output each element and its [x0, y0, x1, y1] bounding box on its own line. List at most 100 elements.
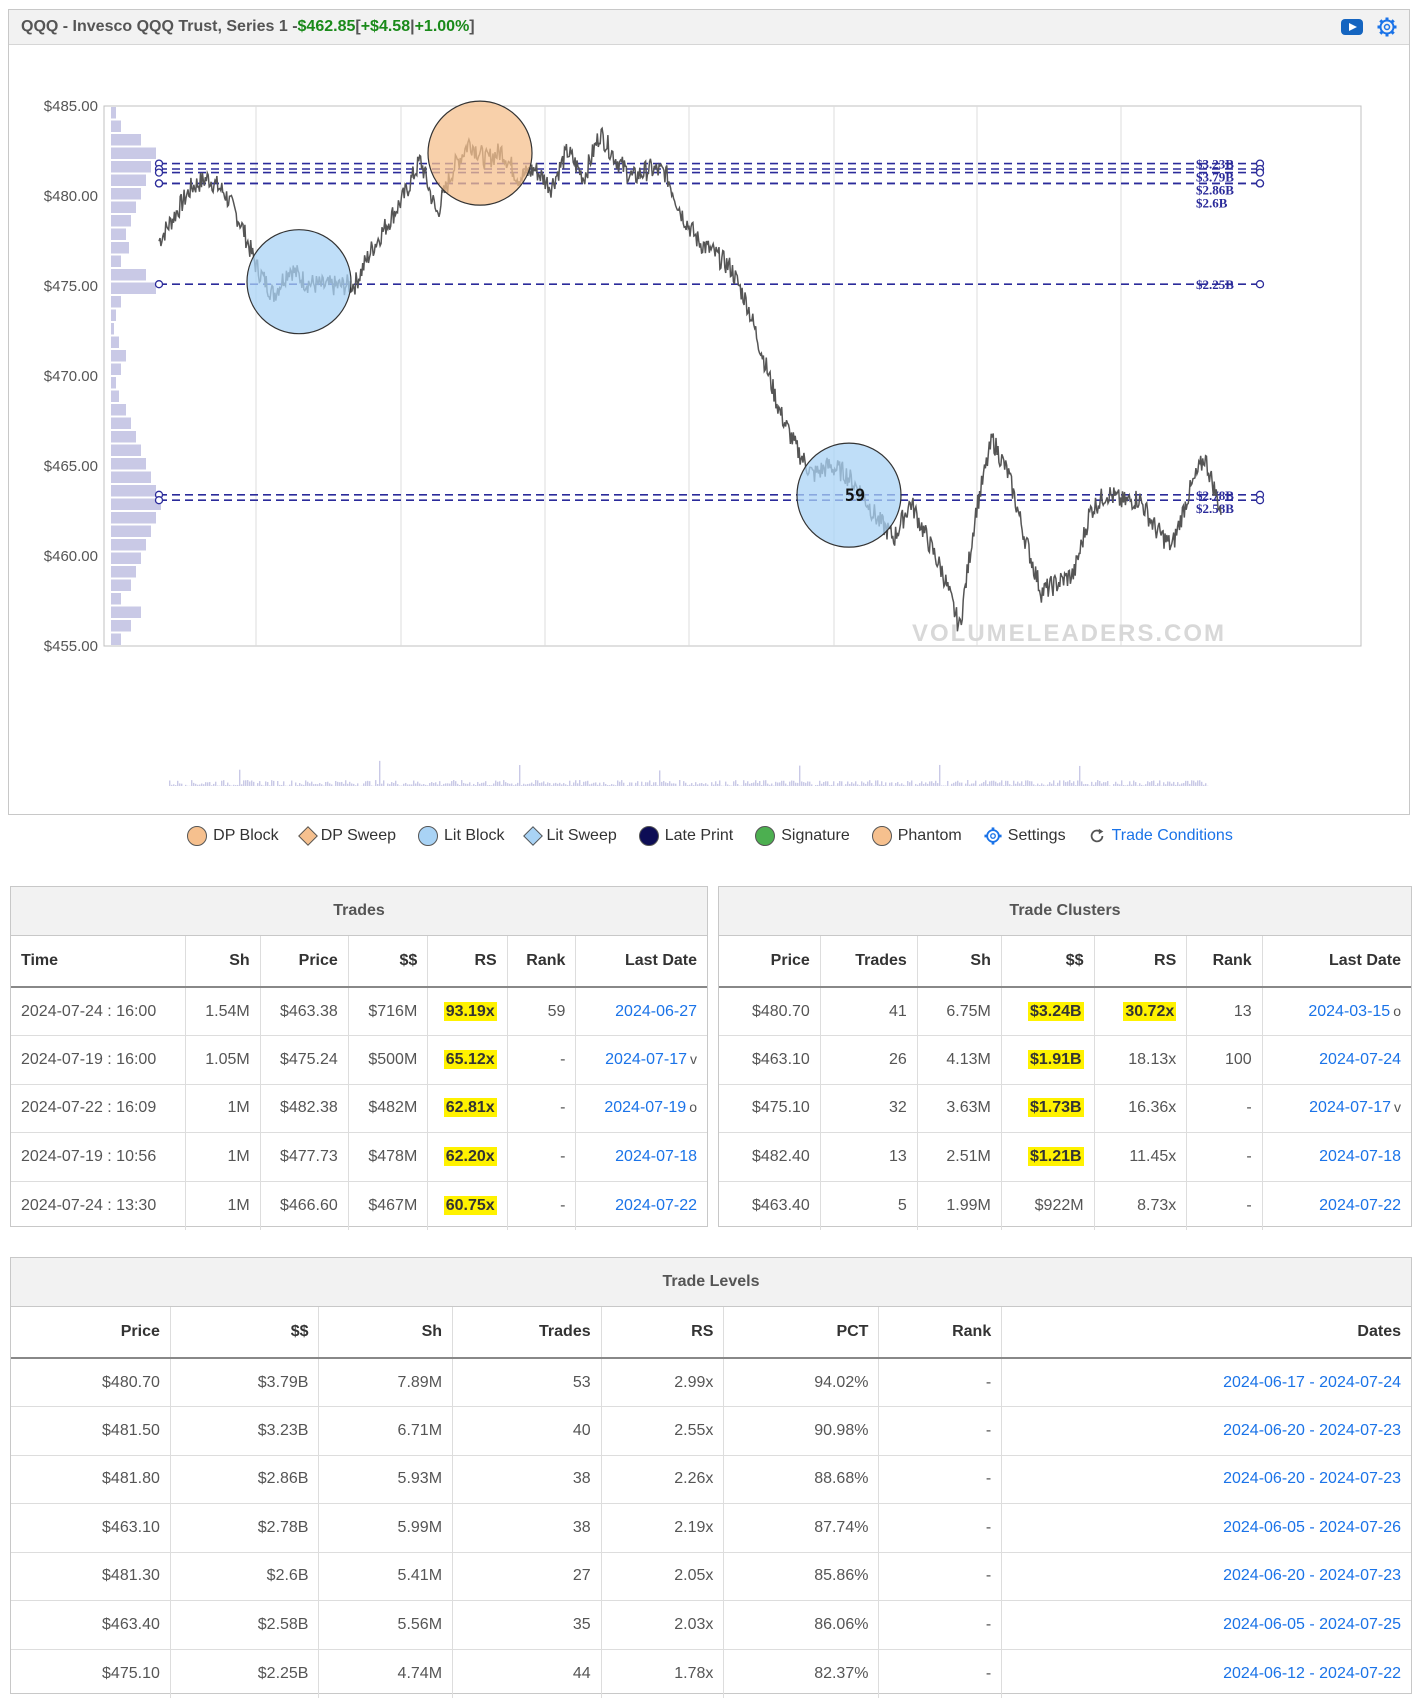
column-header[interactable]: Dates [1002, 1307, 1411, 1358]
level-marker [156, 169, 163, 176]
column-header[interactable]: $$ [1001, 936, 1094, 987]
cluster-last-date[interactable]: 2024-07-18 [1262, 1133, 1411, 1182]
video-play-icon[interactable] [1341, 19, 1363, 35]
legend-lit-block[interactable]: Lit Block [418, 826, 504, 846]
date-link[interactable]: 2024-07-19 [604, 1099, 686, 1116]
legend-trade-conditions[interactable]: Trade Conditions [1088, 827, 1233, 845]
column-header[interactable]: Rank [879, 1307, 1002, 1358]
column-header[interactable]: Sh [319, 1307, 453, 1358]
column-header[interactable]: $$ [170, 1307, 319, 1358]
column-header[interactable]: PCT [724, 1307, 879, 1358]
level-dates[interactable]: 2024-06-12 - 2024-07-22 [1002, 1649, 1411, 1698]
column-header[interactable]: Price [719, 936, 820, 987]
column-header[interactable]: Time [11, 936, 185, 987]
bracket-close: ] [469, 18, 474, 36]
volume-bar [649, 780, 650, 786]
volume-bar [1193, 781, 1194, 786]
level-dates[interactable]: 2024-06-20 - 2024-07-23 [1002, 1455, 1411, 1504]
legend-dp-sweep[interactable]: DP Sweep [301, 827, 396, 845]
column-header[interactable]: RS [1094, 936, 1187, 987]
trade-last-date[interactable]: 2024-06-27 [576, 987, 707, 1036]
date-link[interactable]: 2024-06-20 - 2024-07-23 [1223, 1470, 1401, 1487]
date-link[interactable]: 2024-06-05 - 2024-07-25 [1223, 1616, 1401, 1633]
lit-block-bubble[interactable] [247, 230, 351, 334]
level-dates[interactable]: 2024-06-05 - 2024-07-26 [1002, 1504, 1411, 1553]
level-dates[interactable]: 2024-06-05 - 2024-07-25 [1002, 1601, 1411, 1650]
column-header[interactable]: Rank [1187, 936, 1262, 987]
column-header[interactable]: Sh [917, 936, 1001, 987]
column-header[interactable]: RS [601, 1307, 724, 1358]
level-dates[interactable]: 2024-06-17 - 2024-07-24 [1002, 1358, 1411, 1407]
column-header[interactable]: Price [260, 936, 348, 987]
trade-last-date[interactable]: 2024-07-22 [576, 1181, 707, 1230]
column-header[interactable]: Trades [453, 1307, 602, 1358]
dp-block-bubble[interactable] [428, 101, 532, 205]
date-link[interactable]: 2024-07-17 [1309, 1099, 1391, 1116]
column-header[interactable]: $$ [348, 936, 427, 987]
level-dates[interactable]: 2024-06-20 - 2024-07-23 [1002, 1407, 1411, 1456]
date-link[interactable]: 2024-06-20 - 2024-07-23 [1223, 1422, 1401, 1439]
column-header[interactable]: Sh [185, 936, 260, 987]
cluster-rank: - [1187, 1181, 1262, 1230]
date-link[interactable]: 2024-07-18 [1319, 1148, 1401, 1165]
volume-bar [919, 783, 920, 786]
trade-conditions-link[interactable]: Trade Conditions [1112, 827, 1233, 845]
date-link[interactable]: 2024-06-05 - 2024-07-26 [1223, 1519, 1401, 1536]
column-header[interactable]: Rank [507, 936, 576, 987]
volume-bar [365, 781, 366, 786]
cluster-price: $463.40 [719, 1181, 820, 1230]
volume-bar [247, 780, 248, 786]
date-link[interactable]: 2024-07-24 [1319, 1051, 1401, 1068]
column-header[interactable]: Price [11, 1307, 170, 1358]
volume-bar [959, 783, 960, 786]
date-link[interactable]: 2024-06-12 - 2024-07-22 [1223, 1665, 1401, 1682]
column-header[interactable]: Trades [820, 936, 917, 987]
date-link[interactable]: 2024-07-18 [615, 1148, 697, 1165]
volume-bar [785, 784, 786, 786]
cluster-last-date[interactable]: 2024-07-24 [1262, 1036, 1411, 1085]
price-chart[interactable]: $485.00$480.00$475.00$470.00$465.00$460.… [9, 44, 1409, 814]
cluster-last-date[interactable]: 2024-07-22 [1262, 1181, 1411, 1230]
date-link[interactable]: 2024-07-22 [1319, 1197, 1401, 1214]
gear-icon[interactable] [1377, 17, 1397, 37]
date-link[interactable]: 2024-06-17 - 2024-07-24 [1223, 1374, 1401, 1391]
date-link[interactable]: 2024-06-27 [615, 1003, 697, 1020]
legend-phantom[interactable]: Phantom [872, 826, 962, 846]
date-link[interactable]: 2024-07-22 [615, 1197, 697, 1214]
legend-settings[interactable]: Settings [984, 827, 1066, 845]
trade-last-date[interactable]: 2024-07-18 [576, 1133, 707, 1182]
column-header[interactable]: Last Date [576, 936, 707, 987]
date-link[interactable]: 2024-07-17 [605, 1051, 687, 1068]
level-dates[interactable]: 2024-06-20 - 2024-07-23 [1002, 1552, 1411, 1601]
legend-late-print[interactable]: Late Print [639, 826, 733, 846]
legend-lit-sweep[interactable]: Lit Sweep [526, 827, 616, 845]
column-header[interactable]: RS [428, 936, 507, 987]
column-header[interactable]: Last Date [1262, 936, 1411, 987]
legend-signature[interactable]: Signature [755, 826, 850, 846]
legend-dp-block[interactable]: DP Block [187, 826, 279, 846]
date-link[interactable]: 2024-06-20 - 2024-07-23 [1223, 1567, 1401, 1584]
volume-bar [989, 781, 990, 786]
date-link[interactable]: 2024-03-15 [1308, 1003, 1390, 1020]
